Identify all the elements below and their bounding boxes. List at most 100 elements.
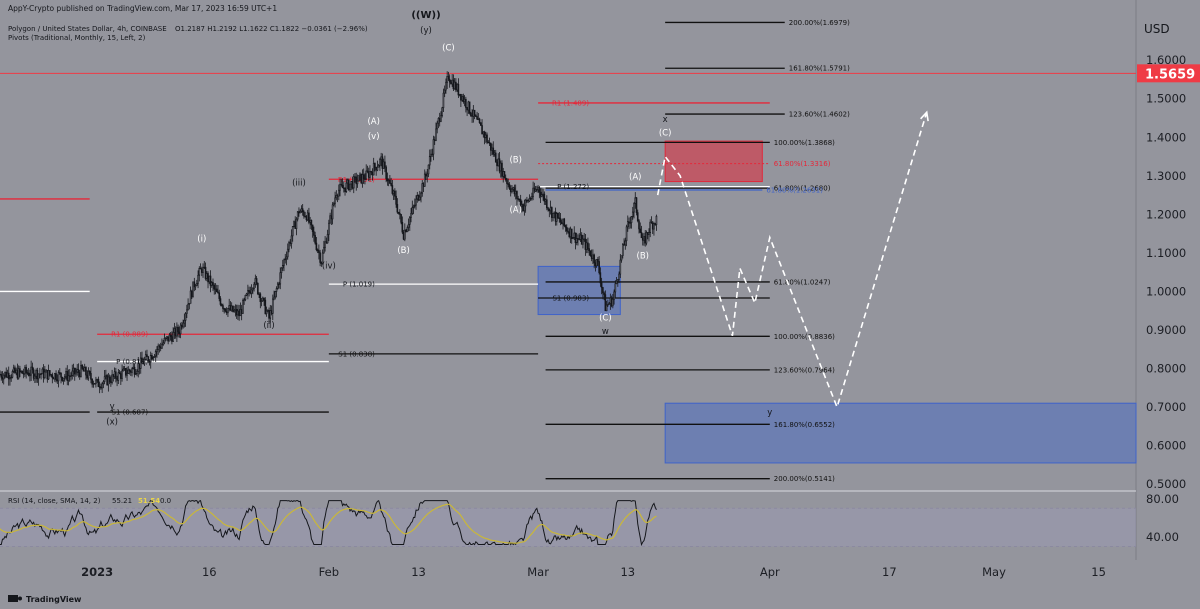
candle (91, 378, 93, 388)
candle (585, 239, 588, 254)
candle-body (366, 170, 369, 173)
blue-zone-2[interactable] (664, 402, 1137, 464)
candle-body (26, 372, 29, 374)
candle-body (244, 294, 247, 300)
candle-body (338, 189, 340, 197)
candle (364, 173, 366, 185)
candle (232, 305, 234, 313)
wave-label-20: y (767, 408, 772, 418)
candle (547, 206, 549, 212)
candle-body (341, 184, 344, 189)
candle-body (560, 221, 563, 225)
candle (539, 188, 542, 203)
candle (542, 188, 544, 201)
candle-body (215, 288, 218, 293)
candle-body (158, 345, 161, 348)
candle (209, 270, 212, 293)
candle-body (641, 237, 644, 241)
candle (63, 374, 66, 382)
candle-body (137, 363, 140, 372)
symbol-line[interactable]: Polygon / United States Dollar, 4h, COIN… (8, 25, 167, 33)
candle (594, 259, 597, 272)
wave-label-8: (iv) (322, 261, 336, 271)
candle (108, 374, 111, 384)
candle (106, 373, 108, 386)
candle (544, 198, 547, 206)
candle-body (225, 310, 228, 314)
candle (36, 367, 39, 383)
candle (604, 290, 607, 312)
candle (643, 232, 645, 246)
candle-body (364, 178, 366, 180)
candle-body (526, 199, 528, 202)
candle (415, 195, 417, 210)
candle-body (182, 322, 184, 328)
candle (240, 304, 243, 321)
candle (218, 289, 221, 302)
candle (381, 153, 384, 175)
candle-body (446, 76, 448, 83)
candle (142, 357, 145, 365)
candle (110, 375, 112, 387)
candle-body (437, 118, 440, 124)
rsi-ma-line[interactable] (0, 503, 657, 544)
candle-body (350, 180, 353, 185)
red-zone[interactable] (664, 140, 763, 183)
candle (460, 93, 462, 108)
candle-body (468, 101, 471, 114)
candle (72, 363, 75, 377)
candle (5, 367, 8, 379)
candle (152, 356, 155, 362)
candle-body (619, 259, 622, 275)
candle-body (60, 372, 62, 378)
candle (577, 234, 579, 246)
candle-body (240, 308, 243, 314)
candle-body (86, 374, 88, 379)
candle (153, 354, 156, 358)
candle-body (532, 187, 534, 197)
candle (179, 322, 182, 339)
candle-body (385, 166, 387, 179)
candle-body (472, 109, 475, 117)
candle (96, 378, 98, 383)
candle-body (138, 363, 141, 369)
candle-body (630, 216, 633, 223)
candle (154, 349, 157, 362)
candle-body (315, 242, 318, 251)
candle-body (328, 222, 330, 235)
candle (136, 369, 138, 377)
candle (592, 249, 594, 264)
candle-body (108, 376, 111, 383)
candle (265, 306, 268, 317)
candle (622, 243, 624, 259)
candle-body (411, 207, 414, 214)
candle (575, 232, 578, 246)
candle-body (575, 238, 578, 244)
candle-body (397, 211, 400, 214)
pivots-indicator-line[interactable]: Pivots (Traditional, Monthly, 15, Left, … (8, 34, 146, 42)
candle (583, 232, 585, 242)
candle (506, 178, 508, 190)
candle (199, 263, 202, 270)
rsi-line[interactable] (0, 499, 657, 547)
candle-body (243, 299, 245, 301)
candle-body (529, 198, 532, 200)
candle (442, 88, 445, 113)
candle (138, 363, 141, 375)
candle-body (504, 177, 507, 181)
candle-body (133, 366, 136, 375)
rsi-ma-value: 51.54 (138, 497, 160, 505)
candle (362, 168, 365, 185)
candle (242, 298, 244, 314)
candle-body (19, 368, 21, 373)
axes-layer: 1.6000 1.5000 1.4000 1.3000 1.2000 1.1000 1.00… (81, 53, 1200, 579)
candle-body (470, 112, 472, 116)
candle-body (127, 369, 130, 374)
candle-body (357, 175, 360, 182)
candle-body (35, 369, 37, 377)
candle-body (599, 272, 602, 284)
zones-layer (537, 140, 1137, 464)
candle (376, 160, 379, 172)
blue-zone-1[interactable] (537, 265, 621, 316)
